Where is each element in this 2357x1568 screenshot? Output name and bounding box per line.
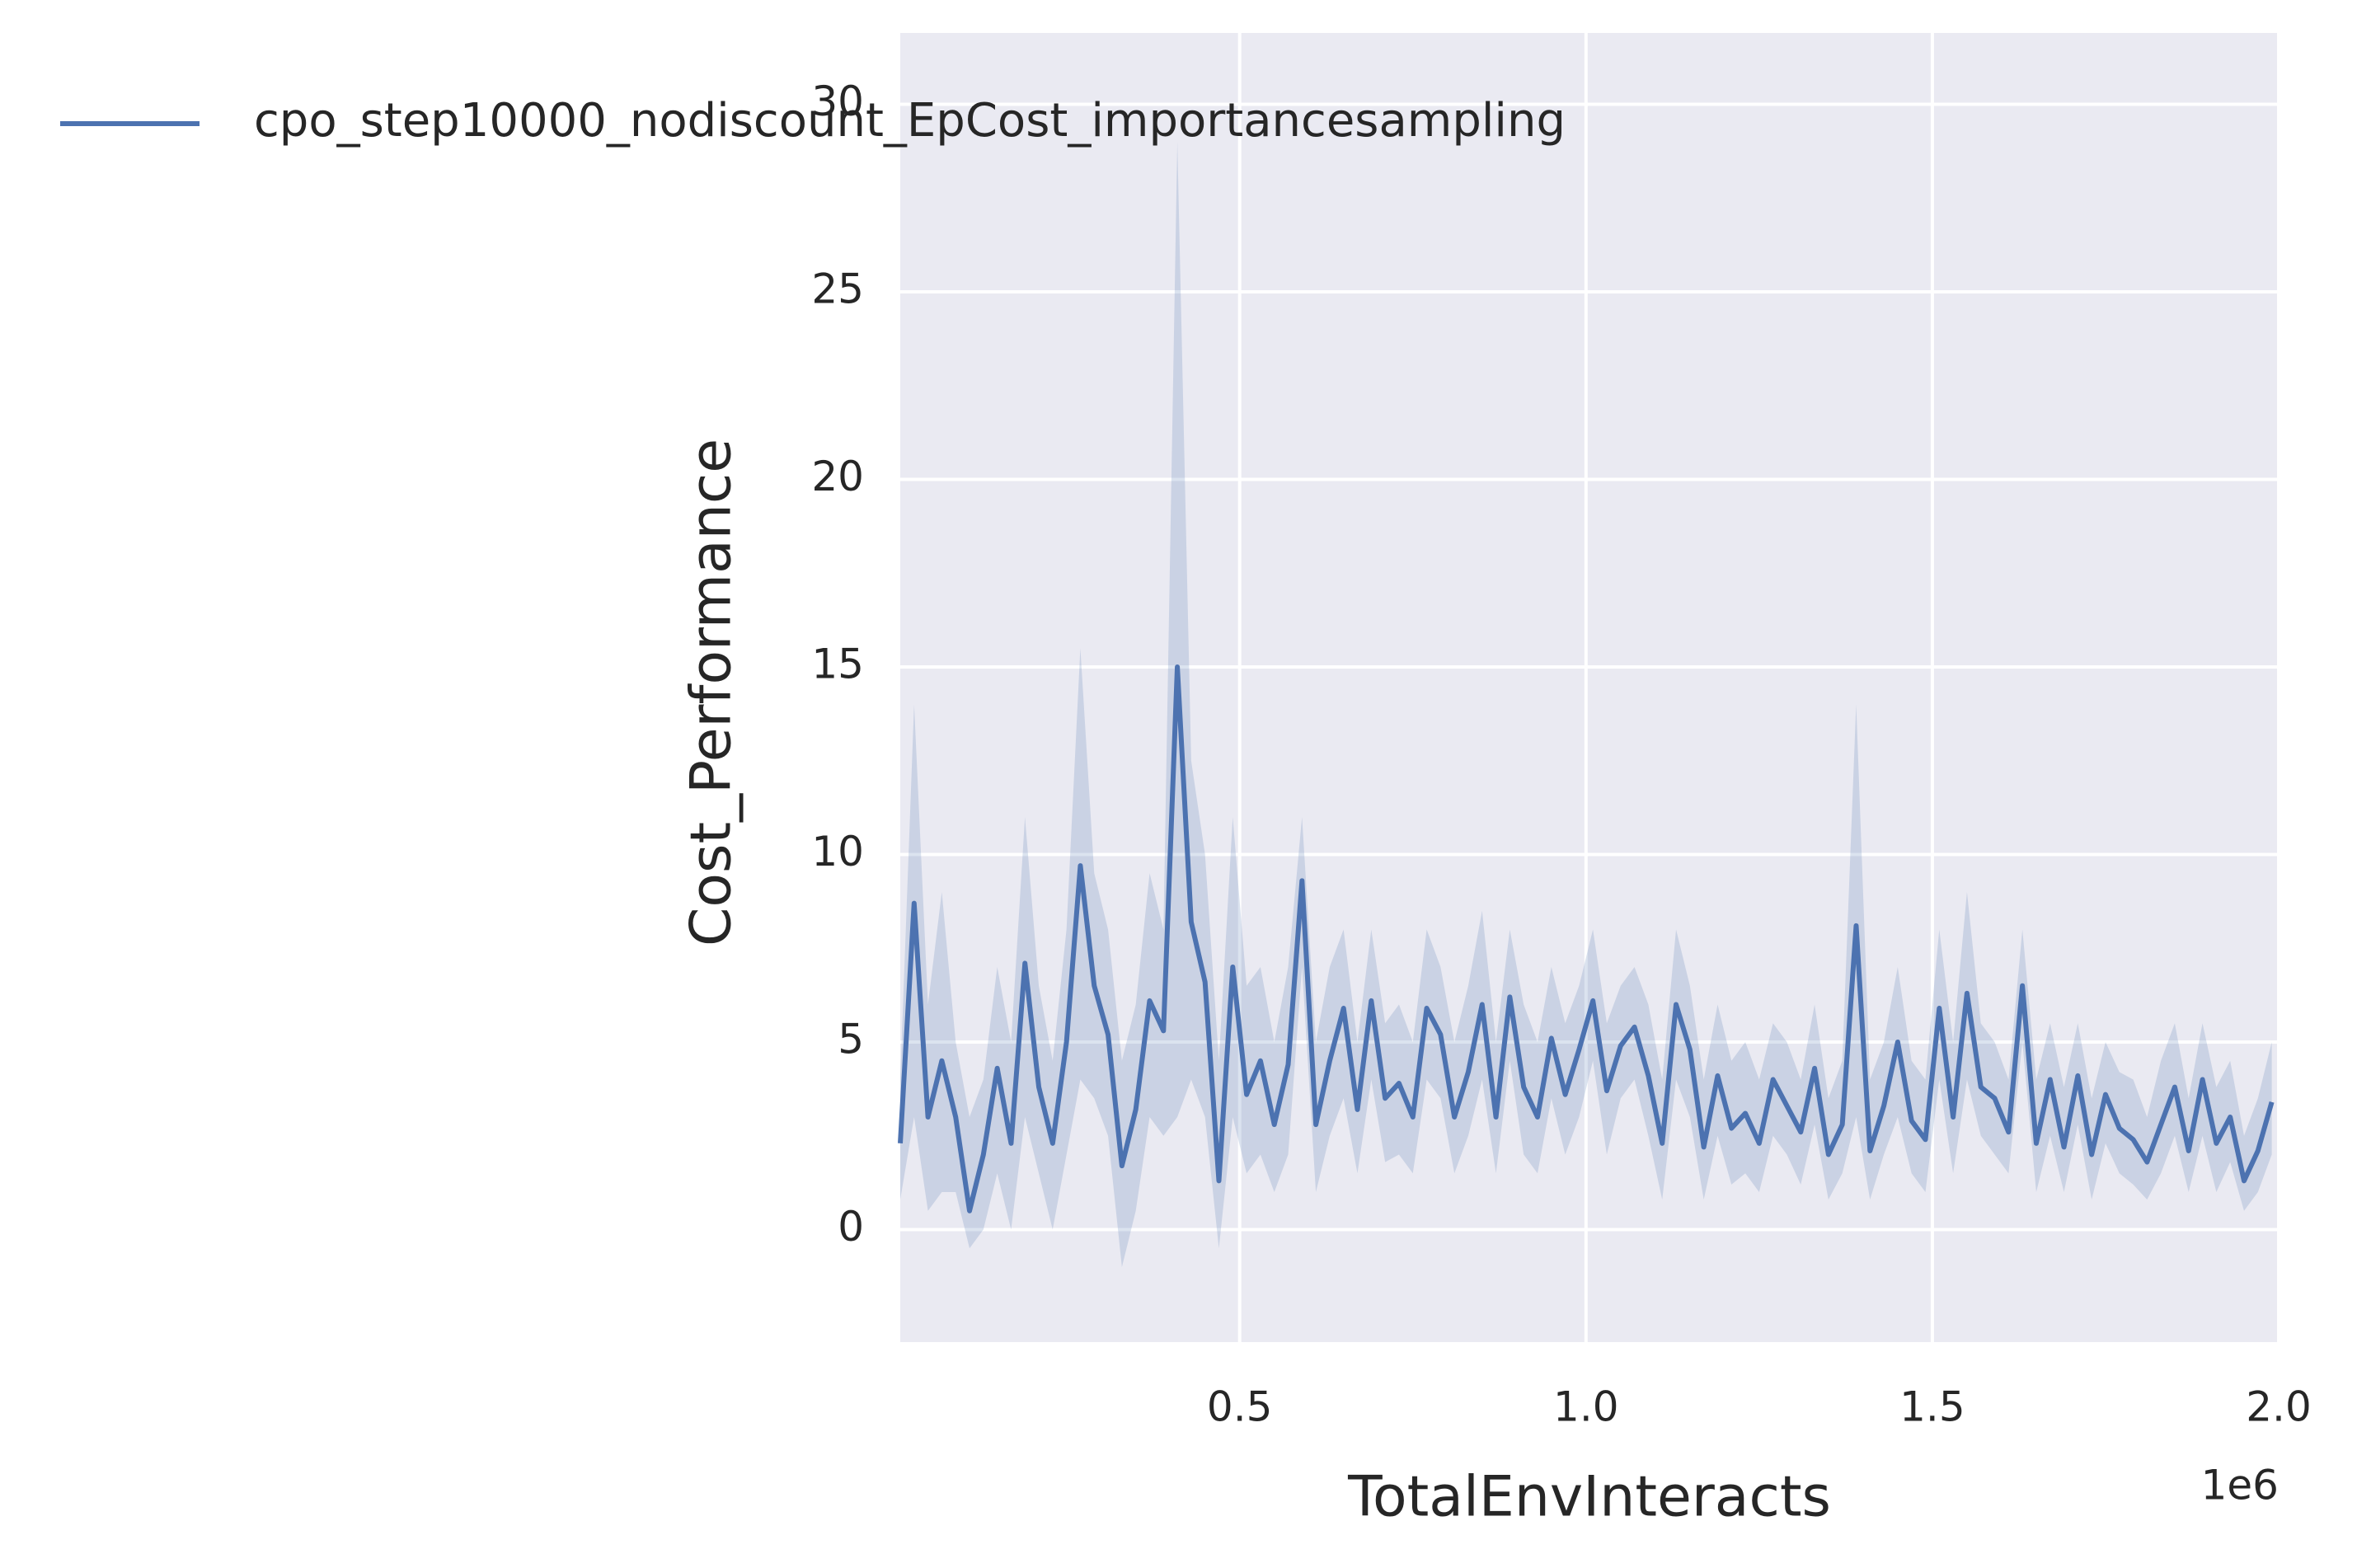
- line: [898, 664, 2275, 1214]
- x-tick-label: 1.0: [1553, 1383, 1619, 1431]
- x-axis-label: TotalEnvInteracts: [1347, 1465, 1831, 1530]
- legend: cpo_step10000_nodiscount_EpCost_importan…: [60, 94, 1566, 148]
- y-tick-label: 0: [838, 1203, 864, 1251]
- x-tick-label: 1.5: [1899, 1383, 1965, 1431]
- y-tick-label: 30: [811, 77, 864, 125]
- marks: [898, 141, 2275, 1267]
- y-axis-label: Cost_Performance: [679, 439, 744, 946]
- ticks: 0 5 10 15 20 25 30 0.5 1.0 1.5 2.0: [811, 77, 2311, 1431]
- y-tick-label: 20: [811, 453, 864, 500]
- y-tick-label: 5: [838, 1015, 864, 1063]
- y-tick-label: 10: [811, 828, 864, 876]
- x-offset-label: 1e6: [2201, 1462, 2279, 1509]
- y-tick-label: 15: [811, 640, 864, 688]
- legend-label: cpo_step10000_nodiscount_EpCost_importan…: [254, 94, 1566, 148]
- x-tick-label: 0.5: [1207, 1383, 1273, 1431]
- x-tick-label: 2.0: [2246, 1383, 2312, 1431]
- y-tick-label: 25: [811, 265, 864, 312]
- grid: [900, 33, 2280, 1342]
- confidence-band: [900, 141, 2272, 1267]
